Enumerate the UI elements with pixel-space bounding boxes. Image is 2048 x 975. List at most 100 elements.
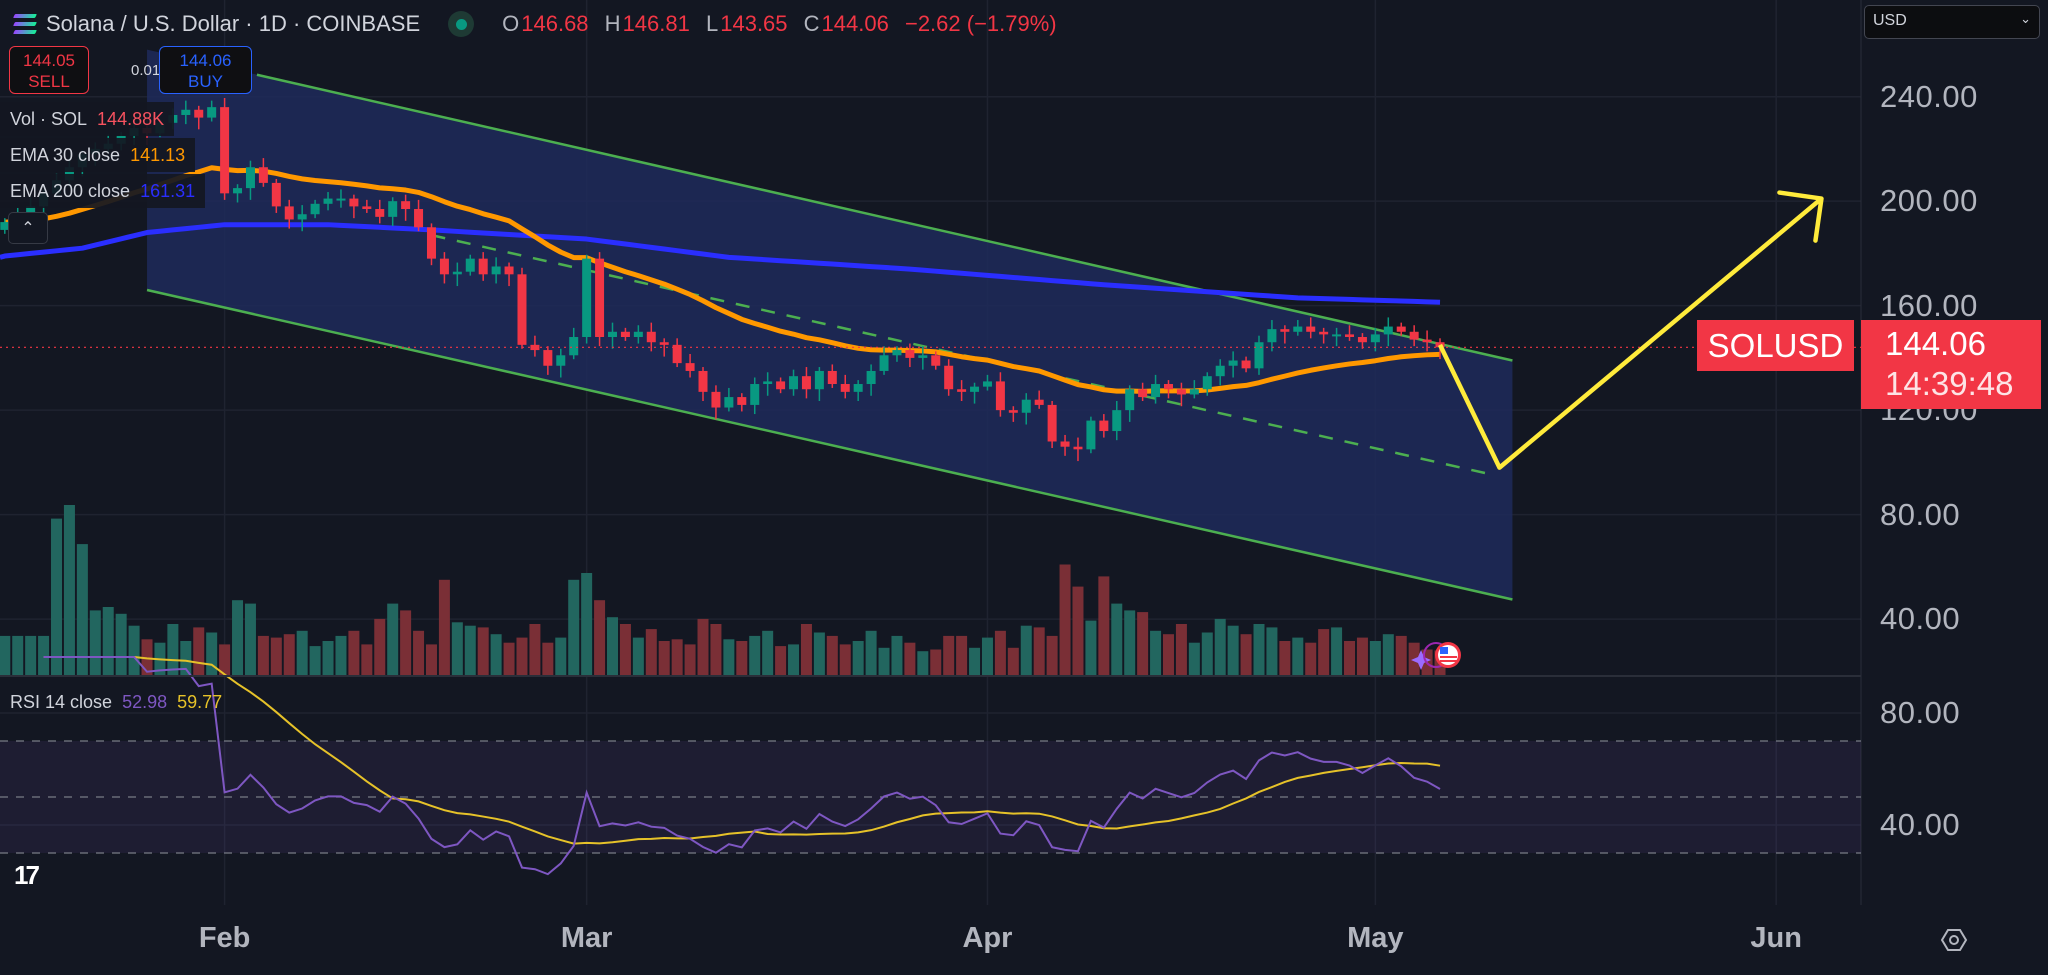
volume-bar (581, 573, 593, 675)
candle (1396, 326, 1406, 332)
volume-legend-name: Vol · SOL (10, 109, 88, 129)
candle (1189, 389, 1199, 395)
volume-bar (839, 644, 851, 675)
forecast-arrow-drawing[interactable] (1437, 190, 1824, 470)
candle (1254, 342, 1264, 369)
sparkle-icon[interactable] (1411, 650, 1431, 670)
ema200-legend-value: 161.31 (140, 181, 196, 201)
sell-label: SELL (28, 72, 70, 91)
volume-bar (619, 624, 631, 675)
volume-bar (1395, 635, 1407, 675)
candle (336, 198, 346, 201)
open-label: O (502, 11, 520, 36)
volume-bar (425, 644, 437, 675)
ema200-legend-name: EMA 200 close (10, 181, 131, 201)
candle (284, 206, 294, 220)
volume-bar (374, 618, 386, 675)
candle (698, 370, 708, 392)
green-dot-icon[interactable] (448, 11, 475, 37)
sell-button[interactable]: 144.05 SELL (9, 46, 89, 94)
candle (1409, 331, 1419, 340)
legend-ema30[interactable]: EMA 30 close 141.13 (0, 138, 196, 172)
legend-ema200[interactable]: EMA 200 close 161.31 (0, 174, 206, 208)
volume-bar (1279, 641, 1291, 675)
price-axis-label: 40.00 (1880, 601, 1961, 637)
sell-price: 144.05 (23, 51, 75, 70)
solana-logo-icon (13, 13, 37, 35)
volume-bar (464, 625, 476, 675)
volume-bar (632, 637, 644, 675)
low-label: L (705, 11, 719, 36)
volume-bar (1085, 620, 1097, 675)
ema30-line (4, 165, 1441, 394)
tradingview-logo[interactable]: 17 (14, 860, 40, 890)
volume-bar (1369, 641, 1381, 675)
candle (1422, 339, 1432, 343)
candle (672, 344, 682, 364)
candle (724, 397, 734, 408)
volume-bar (1331, 627, 1343, 675)
volume-bar (232, 600, 244, 675)
candle (245, 167, 255, 189)
price-axis-label: 240.00 (1880, 78, 1978, 114)
last-price-value: 144.06 (1885, 325, 1986, 362)
volume-bar (400, 610, 412, 675)
volume-bar (878, 647, 890, 675)
volume-bar (788, 644, 800, 675)
volume-bar (749, 635, 761, 675)
parallel-channel-drawing[interactable] (146, 49, 1513, 601)
event-icons[interactable] (1411, 642, 1461, 670)
ohlc-values: O146.68 H146.81 L143.65 C144.06 −2.62 (−… (494, 11, 1059, 37)
candle (323, 198, 333, 204)
candles (0, 98, 1445, 462)
volume-bar (51, 518, 63, 675)
volume-bar (658, 641, 670, 675)
candle (789, 376, 799, 390)
volume-bar (1356, 637, 1368, 675)
volume-bars (0, 505, 1446, 675)
volume-bar (283, 634, 295, 675)
buy-button[interactable]: 144.06 BUY (159, 46, 252, 94)
candle (1306, 326, 1316, 332)
candle (556, 355, 566, 366)
ema200-path (0, 222, 1441, 305)
candle (271, 182, 281, 207)
time-axis-label: Jun (1750, 922, 1802, 954)
volume-bar (193, 627, 205, 675)
volume-bar (852, 641, 864, 675)
volume-bar (322, 641, 334, 675)
volume-bar (1227, 625, 1239, 675)
candle (297, 214, 307, 220)
candle (1383, 326, 1393, 335)
candle (465, 258, 475, 272)
volume-bar (387, 603, 399, 675)
volume-bar (1111, 603, 1123, 675)
channel-fill (147, 49, 1513, 600)
volume-bar (891, 635, 903, 675)
volume-bar (710, 624, 722, 675)
legend-rsi[interactable]: RSI 14 close 52.98 59.77 (0, 688, 232, 716)
volume-bar (1098, 576, 1110, 675)
time-axis-label: May (1347, 922, 1404, 954)
volume-bar (917, 651, 929, 675)
volume-bar (76, 544, 88, 675)
candle (1138, 389, 1148, 398)
volume-bar (736, 641, 748, 675)
volume-bar (555, 637, 567, 675)
candle (1125, 389, 1135, 411)
collapse-legend-button[interactable]: ⌃ (8, 212, 48, 244)
candle (1435, 342, 1445, 348)
volume-bar (1046, 635, 1058, 675)
candle (194, 109, 204, 118)
currency-select[interactable]: USD ⌄ (1864, 5, 2040, 39)
volume-bar (1382, 634, 1394, 675)
settings-icon[interactable] (1940, 926, 1968, 954)
legend-volume[interactable]: Vol · SOL 144.88K (0, 102, 175, 136)
volume-bar (542, 642, 554, 675)
symbol-title[interactable]: Solana / U.S. Dollar · 1D · COINBASE (46, 11, 421, 36)
volume-bar (930, 649, 942, 675)
candle (310, 203, 320, 215)
ema30-legend-name: EMA 30 close (10, 145, 121, 165)
volume-bar (1175, 624, 1187, 675)
